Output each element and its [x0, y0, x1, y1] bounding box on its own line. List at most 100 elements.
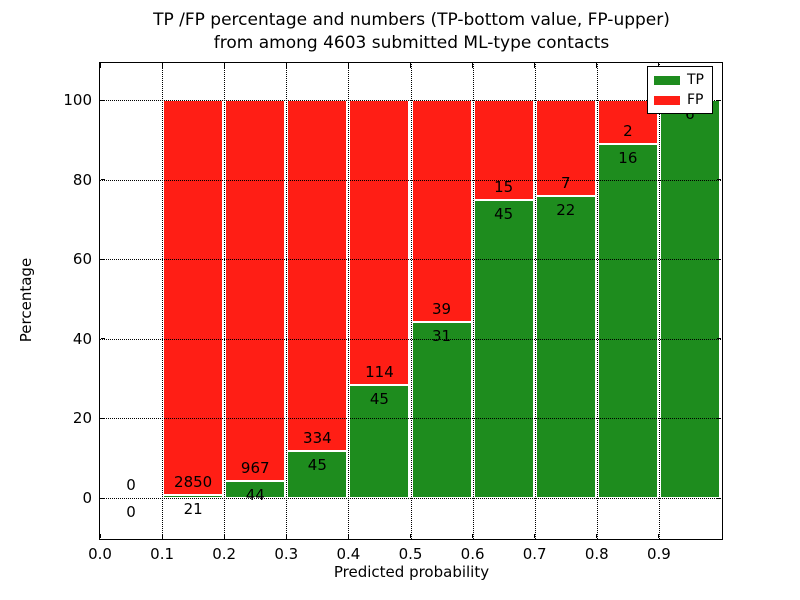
bar-segment-fp: [163, 100, 224, 496]
legend-label-fp: FP: [687, 92, 704, 108]
bar-segment-tp: [659, 100, 720, 498]
y-tick-left: [100, 179, 105, 181]
x-tick-label: 0.5: [398, 545, 423, 563]
chart-title-line2: from among 4603 submitted ML-type contac…: [213, 33, 610, 53]
gridline-vertical: [348, 62, 350, 539]
x-tick-bottom: [534, 533, 536, 538]
y-tick-label: 20: [72, 409, 92, 428]
x-tick-top: [596, 63, 598, 68]
bar-label-fp: 2: [623, 122, 633, 141]
y-tick-label: 80: [72, 170, 92, 189]
x-tick-bottom: [658, 533, 660, 538]
bar-segment-fp: [411, 100, 472, 322]
bar-label-fp: 2850: [174, 473, 213, 492]
x-tick-label: 0.1: [150, 545, 175, 563]
bar-label-tp: 45: [307, 455, 327, 474]
bar-segment-fp: [349, 100, 410, 386]
x-tick-bottom: [285, 533, 287, 538]
y-tick-right: [716, 99, 721, 101]
x-tick-top: [410, 63, 411, 68]
gridline-vertical: [658, 62, 660, 539]
bar-label-tp: 45: [494, 204, 514, 223]
gridline-vertical: [596, 62, 598, 539]
x-tick-bottom: [223, 533, 225, 538]
x-tick-bottom: [347, 533, 349, 538]
legend-label-tp: TP: [687, 72, 704, 88]
bar-segment-tp: [349, 385, 410, 498]
x-tick-bottom: [472, 533, 474, 538]
bar-label-fp: 967: [240, 458, 270, 477]
bar-label-tp: 44: [245, 485, 265, 504]
y-tick-label: 60: [72, 250, 92, 269]
x-axis-label: Predicted probability: [333, 563, 490, 581]
y-tick-left: [100, 258, 105, 260]
x-tick-label: 0.6: [460, 545, 485, 563]
legend-item-tp: TP: [654, 73, 706, 87]
bar-label-fp: 114: [365, 363, 394, 382]
bar-label-tp: 45: [369, 390, 389, 409]
legend: TP FP: [647, 66, 713, 114]
x-tick-top: [472, 63, 474, 68]
x-tick-bottom: [410, 533, 411, 538]
bar-segment-tp: [411, 321, 472, 498]
bar-label-tp: 0: [126, 503, 136, 521]
x-tick-top: [99, 63, 101, 68]
x-tick-top: [285, 63, 287, 68]
y-tick-left: [100, 497, 105, 499]
x-tick-label: 0.3: [274, 545, 299, 563]
y-tick-right: [716, 497, 721, 499]
y-tick-right: [716, 179, 721, 181]
y-tick-label: 0: [82, 489, 92, 507]
bar-segment-fp: [225, 100, 286, 481]
bar-label-fp: 0: [126, 476, 136, 494]
y-tick-right: [716, 417, 721, 419]
legend-swatch-fp-icon: [654, 95, 680, 105]
bar-label-tp: 16: [618, 149, 638, 168]
bar-label-tp: 21: [183, 500, 203, 519]
bar-segment-tp: [163, 495, 224, 498]
chart-title-line1: TP /FP percentage and numbers (TP-bottom…: [153, 10, 670, 30]
gridline-vertical: [410, 62, 412, 539]
gridline-vertical: [286, 62, 288, 539]
x-tick-top: [658, 63, 660, 68]
x-tick-bottom: [161, 533, 163, 538]
bar-label-tp: 22: [556, 201, 576, 220]
bar-label-fp: 39: [432, 299, 452, 318]
x-tick-bottom: [99, 533, 101, 538]
gridline-vertical: [162, 62, 164, 539]
x-tick-label: 0.0: [88, 545, 112, 563]
y-tick-left: [100, 99, 105, 101]
x-tick-top: [223, 63, 225, 68]
bar-segment-tp: [225, 480, 286, 498]
x-tick-label: 0.8: [584, 545, 609, 563]
bar-label-tp: 31: [432, 326, 452, 345]
bar-segment-tp: [535, 196, 596, 498]
bar-segment-fp: [287, 100, 348, 451]
bar-label-tp: 6: [685, 105, 695, 123]
gridline-vertical: [224, 62, 226, 539]
bar-segment-tp: [473, 199, 534, 498]
y-tick-left: [100, 338, 105, 340]
x-tick-label: 0.7: [522, 545, 547, 563]
gridline-vertical: [472, 62, 474, 539]
x-tick-label: 0.9: [646, 545, 671, 563]
legend-item-fp: FP: [654, 93, 706, 107]
y-tick-left: [100, 417, 105, 419]
x-tick-label: 0.2: [212, 545, 237, 563]
y-axis-label: Percentage: [17, 257, 35, 343]
x-tick-top: [534, 63, 536, 68]
bar-segment-tp: [597, 144, 658, 498]
x-tick-bottom: [596, 533, 598, 538]
bar-label-fp: 7: [560, 174, 571, 193]
x-tick-label: 0.4: [336, 545, 361, 563]
bar-label-fp: 334: [303, 428, 332, 447]
y-tick-label: 100: [63, 91, 92, 109]
y-tick-label: 40: [72, 329, 92, 348]
bar-label-fp: 15: [494, 177, 514, 196]
y-tick-right: [716, 258, 721, 260]
bar-segment-fp: [473, 100, 534, 200]
y-tick-right: [716, 338, 721, 340]
gridline-vertical: [534, 62, 536, 539]
bar-segment-tp: [287, 450, 348, 498]
